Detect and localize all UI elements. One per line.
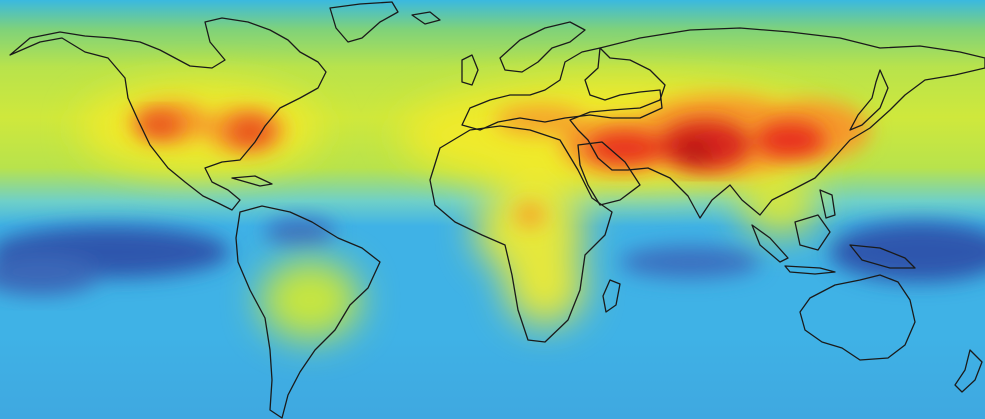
coastline-sumatra [751,224,789,263]
coastline-australia [799,274,916,361]
heat-blob [228,118,272,146]
coastline-south-america [235,205,381,419]
heat-blob [620,246,760,278]
heat-blob [755,122,825,158]
coastline-africa [429,125,613,343]
coastline-scandinavia [499,21,586,73]
coastline-new-guinea [849,244,916,269]
heat-blob [587,132,663,164]
heat-blob [830,222,985,282]
coastline-borneo [794,214,831,251]
coastline-java [784,265,836,275]
coastline-arabia [577,141,641,206]
coastline-europe [461,47,663,131]
heat-blob [677,140,713,164]
heat-layer [0,80,985,340]
heat-blob [138,113,182,137]
coastline-north-america [9,17,327,211]
coastline-iceland [411,11,441,25]
heat-blob [265,218,335,246]
heat-blob [0,255,100,295]
heat-blob [505,245,585,325]
heat-blob [495,105,585,135]
coastline-philippines [819,189,836,219]
coastline-new-zealand [954,349,983,393]
coastline-cuba [231,175,273,187]
coastlines [9,1,985,419]
coastline-madagascar [602,279,621,313]
coastline-japan [849,69,889,131]
heat-blob [515,203,545,227]
heat-blob [260,260,360,340]
coastline-asia [569,27,985,219]
coastline-greenland [329,1,399,43]
coastline-uk [461,54,479,86]
